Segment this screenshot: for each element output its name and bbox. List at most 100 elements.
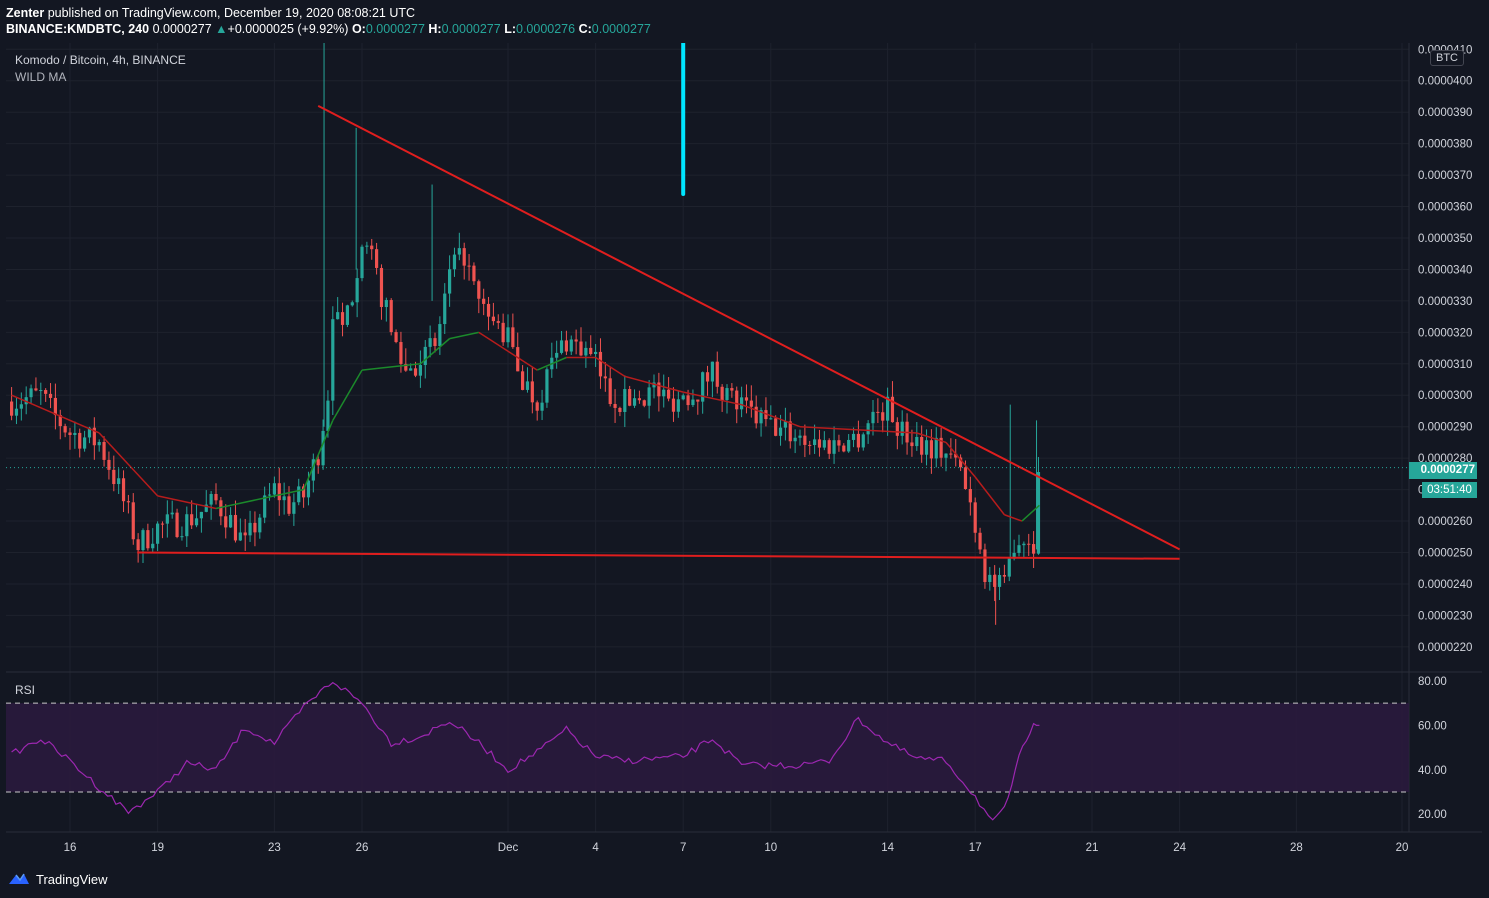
candle-body bbox=[258, 517, 262, 533]
candle-body bbox=[813, 439, 817, 446]
candle-body bbox=[555, 352, 559, 358]
candle-body bbox=[915, 436, 919, 447]
candle-body bbox=[151, 543, 155, 549]
candle-body bbox=[194, 518, 199, 526]
close-label: C: bbox=[578, 22, 592, 36]
price-tick-label: 0.0000360 bbox=[1418, 202, 1472, 214]
symbol-label: BINANCE:KMDBTC, 240 bbox=[6, 22, 150, 36]
currency-badge[interactable]: BTC bbox=[1430, 50, 1464, 66]
candle-body bbox=[851, 433, 856, 440]
candle-body bbox=[516, 347, 520, 372]
time-tick-label: 14 bbox=[881, 842, 894, 854]
candle-body bbox=[238, 532, 242, 541]
candle-body bbox=[418, 365, 422, 376]
candle-body bbox=[881, 412, 885, 421]
candle-body bbox=[876, 411, 880, 413]
candle-body bbox=[686, 395, 690, 406]
candle-body bbox=[973, 502, 977, 533]
price-tick-label: 0.0000220 bbox=[1418, 642, 1472, 654]
candle-body bbox=[900, 421, 904, 436]
rsi-legend[interactable]: RSI bbox=[15, 683, 36, 697]
candle-body bbox=[744, 397, 749, 401]
time-tick-label: 19 bbox=[151, 842, 164, 854]
candle-body bbox=[340, 312, 345, 325]
time-tick-label: 28 bbox=[1290, 842, 1303, 854]
candle-body bbox=[438, 324, 442, 347]
candle-body bbox=[448, 269, 452, 294]
candle-body bbox=[370, 245, 374, 250]
ma-segment bbox=[799, 425, 859, 431]
candle-body bbox=[579, 341, 583, 356]
candle-body bbox=[997, 575, 1002, 587]
ma-segment bbox=[157, 495, 217, 510]
high-value: 0.0000277 bbox=[441, 22, 501, 36]
ma-segment bbox=[595, 356, 626, 377]
up-arrow-icon: ▲ bbox=[215, 22, 228, 36]
candle-body bbox=[598, 351, 603, 377]
candle-body bbox=[584, 347, 588, 356]
candle-body bbox=[413, 368, 418, 376]
price-tick-label: 0.0000230 bbox=[1418, 610, 1472, 622]
chart-title[interactable]: Komodo / Bitcoin, 4h, BINANCE bbox=[15, 53, 186, 67]
candle-body bbox=[613, 404, 617, 408]
candle-body bbox=[316, 459, 320, 466]
candle-body bbox=[350, 302, 354, 306]
candle-body bbox=[457, 248, 461, 255]
candle-body bbox=[954, 453, 958, 458]
candle-body bbox=[944, 453, 948, 458]
candle-body bbox=[287, 496, 291, 514]
candle-body bbox=[68, 432, 72, 436]
candle-body bbox=[603, 376, 607, 379]
candle-body bbox=[336, 312, 340, 320]
open-label: O: bbox=[351, 22, 366, 36]
candle-body bbox=[886, 396, 890, 421]
candle-body bbox=[535, 402, 539, 411]
author-name[interactable]: Zenter bbox=[6, 6, 45, 20]
indicator-legend[interactable]: WILD MA bbox=[15, 70, 67, 84]
candle-body bbox=[890, 396, 895, 423]
candle-body bbox=[229, 514, 233, 528]
candle-body bbox=[623, 389, 627, 412]
candle-body bbox=[248, 522, 252, 536]
price-tick-label: 0.0000370 bbox=[1418, 170, 1472, 182]
candle-body bbox=[647, 387, 651, 406]
candle-body bbox=[409, 368, 413, 371]
candle-body bbox=[847, 439, 851, 452]
candle-body bbox=[219, 500, 223, 517]
candle-body bbox=[423, 346, 427, 366]
time-tick-label: 4 bbox=[592, 842, 599, 854]
candle-body bbox=[569, 339, 573, 352]
candle-body bbox=[788, 421, 792, 442]
time-tick-label: 20 bbox=[1396, 842, 1409, 854]
candle-body bbox=[126, 501, 130, 503]
candle-body bbox=[920, 436, 924, 455]
rsi-band bbox=[6, 703, 1409, 792]
candle-body bbox=[58, 415, 62, 427]
candle-body bbox=[472, 265, 476, 282]
chart-canvas[interactable]: 0.0000220 0.0000230 0.0000240 0.0000250 0.00… bbox=[6, 43, 1482, 862]
candle-body bbox=[48, 393, 53, 398]
candle-body bbox=[384, 300, 388, 308]
candle-body bbox=[657, 382, 661, 397]
candle-body bbox=[803, 435, 807, 445]
wild-ma bbox=[11, 331, 1040, 522]
candle-body bbox=[521, 371, 525, 390]
ma-segment bbox=[302, 420, 334, 490]
candle-body bbox=[978, 532, 982, 550]
candle-body bbox=[253, 522, 257, 533]
ma-segment bbox=[974, 476, 1005, 516]
candle-body bbox=[1007, 558, 1011, 577]
publish-info: Zenter published on TradingView.com, Dec… bbox=[6, 6, 415, 20]
candle-body bbox=[365, 245, 369, 247]
chart-frame[interactable]: 0.0000220 0.0000230 0.0000240 0.0000250 0.00… bbox=[6, 43, 1482, 862]
tradingview-logo[interactable]: TradingView bbox=[8, 869, 108, 889]
candle-body bbox=[968, 489, 972, 503]
trendline bbox=[137, 551, 1180, 560]
ma-segment bbox=[274, 488, 304, 497]
candle-body bbox=[506, 327, 510, 343]
candle-body bbox=[540, 402, 544, 411]
candle-body bbox=[78, 432, 82, 449]
price-tick-label: 0.0000390 bbox=[1418, 107, 1472, 119]
candle-body bbox=[121, 478, 126, 502]
candle-body bbox=[107, 459, 111, 470]
